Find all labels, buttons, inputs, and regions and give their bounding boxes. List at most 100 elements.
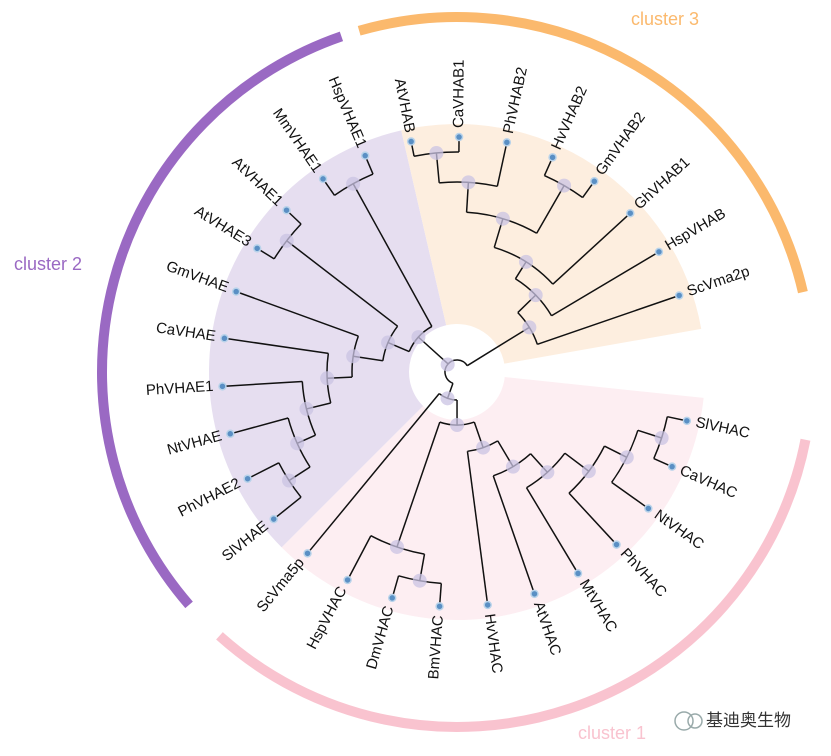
leaf-label: PhVHAE2 [175,475,243,521]
branch [552,212,631,285]
leaf-label: HvVHAB2 [548,84,591,153]
node-marker [528,288,543,303]
leaf-tip [483,600,492,610]
leaf-tip [626,208,635,218]
leaf-tip [269,514,278,524]
leaf-label: SlVHAC [694,414,752,442]
cluster-background [281,377,704,620]
cluster-arc [357,12,808,294]
leaf-tip [343,575,352,585]
leaf-label: NtVHAE [165,427,223,458]
node-marker [495,211,510,226]
node-marker [440,357,455,372]
watermark-icon [687,713,703,729]
node-marker [299,401,314,416]
leaf-label: HspVHAB [662,205,729,254]
node-marker [429,145,444,160]
node-marker [346,176,361,191]
node-marker [450,417,465,432]
leaf-label: AtVHAE3 [191,203,254,251]
leaf-tip [454,132,464,142]
branch [306,393,440,554]
leaf-tip [406,137,416,146]
node-marker [581,464,596,479]
leaf-label: PhVHAC [617,545,670,601]
leaf-label: GmVHAB2 [592,109,649,178]
branch [286,240,399,327]
leaf-tip [282,205,291,215]
node-marker [619,450,634,465]
branch [396,421,441,548]
leaf-tip [548,153,557,162]
leaf-tip [667,462,677,471]
node-marker [522,320,537,335]
leaf-tip [674,291,684,300]
leaf-label: GmVHAE [164,258,231,296]
leaf-tip [435,602,444,611]
branch [466,326,530,367]
branch [537,294,680,346]
node-marker [440,391,455,406]
branch [224,337,329,355]
leaf-label: AtVHAB [391,77,418,134]
leaf-label: PhVHAE1 [145,378,213,399]
leaf-tip [530,589,539,599]
leaf-label: NtVHAC [651,506,707,553]
branch [235,290,359,337]
node-marker [389,539,404,554]
leaf-label: HspVHAC [304,584,351,653]
leaf-label: CaVHAC [677,462,740,502]
node-marker [411,330,426,345]
node-marker [557,178,572,193]
leaf-tip [590,177,599,186]
leaf-tip [612,540,621,549]
node-marker [654,430,669,445]
watermark: 基迪奥生物 [674,711,791,731]
cluster-label: cluster 1 [578,723,646,743]
node-marker [519,254,534,269]
cluster-background [401,124,702,364]
node-marker [540,465,555,480]
branch [466,451,489,606]
leaf-label: BmVHAC [425,615,447,680]
leaf-tip [360,151,370,160]
leaf-label: ScVma2p [685,263,752,300]
cluster-arc [97,31,344,609]
branch [273,496,302,520]
branch [536,185,565,234]
node-marker [320,371,335,386]
leaf-tip [218,382,227,391]
branch [222,380,303,388]
cluster-background [208,130,447,548]
leaf-tip [644,504,653,513]
leaf-tip [318,174,328,184]
leaf-label: HvVHAC [481,613,506,675]
branch [568,492,618,546]
node-marker [476,440,491,455]
node-marker [290,436,305,451]
leaf-tip [682,416,692,426]
leaf-tip [220,334,229,343]
node-marker [412,573,427,588]
branch [611,481,649,510]
leaf-label: GhVHAB1 [631,154,694,213]
node-marker [506,459,521,474]
branch [230,417,289,435]
leaf-label: MmVHAE1 [269,105,325,176]
branch [247,462,280,480]
leaf-label: AtVHAC [530,599,565,657]
cluster-label: cluster 3 [631,9,699,29]
leaf-tip [226,429,235,439]
leaf-tip [654,247,664,257]
branch [496,142,508,187]
node-marker [346,349,361,364]
node-marker [282,473,297,488]
node-marker [461,175,476,190]
leaf-tip [502,138,512,147]
leaf-label: HspVHAE1 [325,74,370,150]
cluster-arc [216,438,811,732]
leaf-tip [387,593,397,603]
node-marker [381,335,396,350]
branch [346,535,372,581]
